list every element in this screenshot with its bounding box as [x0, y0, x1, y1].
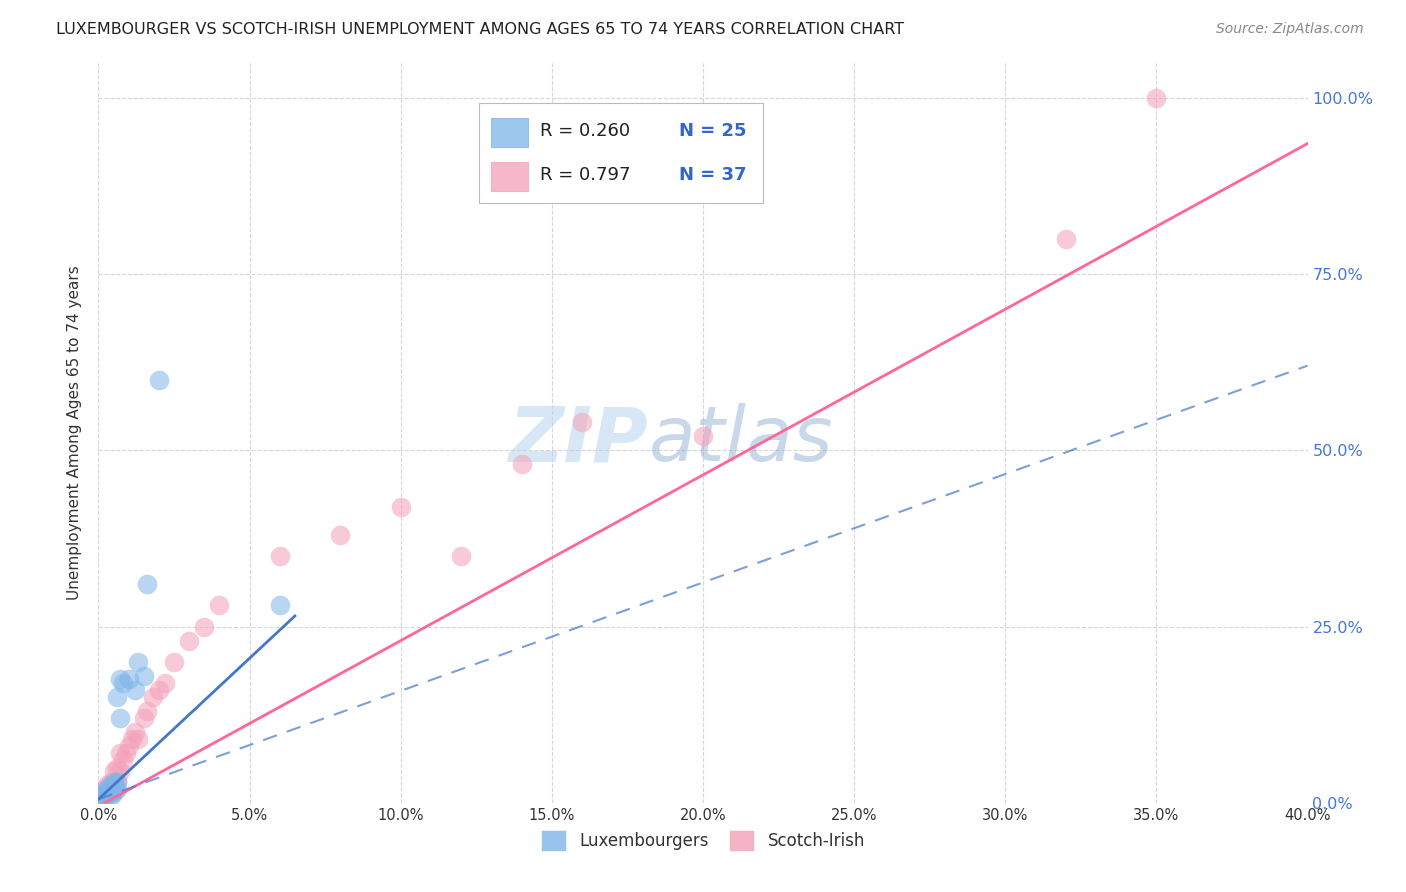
Point: [96, 789, 118, 803]
Point: [105, 760, 128, 774]
FancyBboxPatch shape: [492, 118, 527, 147]
Point: [142, 690, 165, 704]
Text: LUXEMBOURGER VS SCOTCH-IRISH UNEMPLOYMENT AMONG AGES 65 TO 74 YEARS CORRELATION : LUXEMBOURGER VS SCOTCH-IRISH UNEMPLOYMEN…: [56, 22, 904, 37]
Point: [121, 732, 143, 747]
Point: [269, 599, 291, 613]
Point: [96, 785, 118, 799]
Point: [127, 732, 149, 747]
Point: [118, 673, 141, 687]
Y-axis label: Unemployment Among Ages 65 to 74 years: Unemployment Among Ages 65 to 74 years: [67, 265, 83, 600]
Point: [100, 789, 122, 803]
Point: [179, 633, 201, 648]
Point: [103, 774, 125, 789]
Point: [103, 781, 125, 796]
Point: [692, 429, 714, 443]
Text: N = 25: N = 25: [679, 122, 747, 140]
Point: [105, 690, 128, 704]
Point: [1054, 232, 1077, 246]
Point: [450, 549, 472, 563]
Point: [100, 785, 122, 799]
Point: [510, 458, 533, 472]
Point: [96, 781, 118, 796]
Point: [103, 778, 125, 792]
Point: [108, 764, 131, 778]
Point: [93, 789, 115, 803]
Point: [111, 676, 134, 690]
Point: [135, 577, 157, 591]
Point: [389, 500, 412, 514]
Point: [100, 778, 122, 792]
Point: [148, 683, 170, 698]
Point: [111, 754, 134, 768]
Text: R = 0.260: R = 0.260: [540, 122, 630, 140]
Point: [103, 785, 125, 799]
Point: [108, 711, 131, 725]
Point: [93, 781, 115, 796]
Point: [132, 669, 155, 683]
Point: [93, 785, 115, 799]
Point: [269, 549, 291, 563]
FancyBboxPatch shape: [479, 103, 763, 203]
Point: [135, 704, 157, 718]
Text: N = 37: N = 37: [679, 166, 747, 184]
Point: [124, 725, 146, 739]
Point: [124, 683, 146, 698]
Point: [105, 781, 128, 796]
Text: atlas: atlas: [648, 403, 834, 477]
Point: [153, 676, 176, 690]
FancyBboxPatch shape: [492, 161, 527, 192]
Point: [93, 789, 115, 803]
Legend: Luxembourgers, Scotch-Irish: Luxembourgers, Scotch-Irish: [534, 823, 872, 857]
Point: [105, 774, 128, 789]
Point: [100, 785, 122, 799]
Point: [148, 373, 170, 387]
Point: [571, 415, 593, 429]
Point: [96, 778, 118, 792]
Point: [108, 673, 131, 687]
Point: [127, 655, 149, 669]
Point: [90, 789, 112, 803]
Text: Source: ZipAtlas.com: Source: ZipAtlas.com: [1216, 22, 1364, 37]
Point: [105, 774, 128, 789]
Point: [96, 788, 118, 802]
Text: ZIP: ZIP: [509, 403, 648, 477]
Point: [108, 747, 131, 761]
Point: [118, 739, 141, 754]
Text: R = 0.797: R = 0.797: [540, 166, 630, 184]
Point: [103, 764, 125, 778]
Point: [1144, 91, 1167, 105]
Point: [132, 711, 155, 725]
Point: [114, 747, 136, 761]
Point: [208, 599, 231, 613]
Point: [329, 528, 352, 542]
Point: [193, 619, 215, 633]
Point: [163, 655, 186, 669]
Point: [90, 789, 112, 803]
Point: [100, 774, 122, 789]
